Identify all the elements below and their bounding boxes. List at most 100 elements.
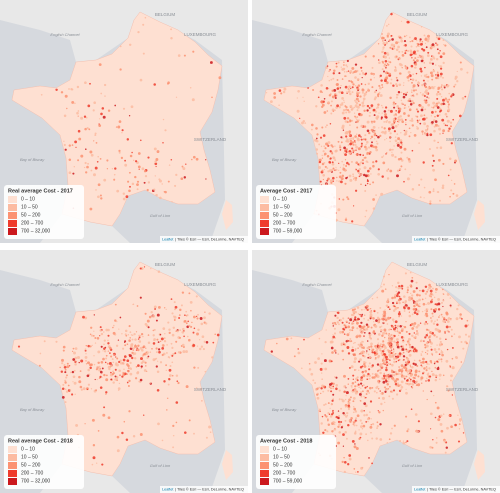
cost-dot xyxy=(97,195,100,199)
cost-dot xyxy=(453,333,456,335)
cost-dot xyxy=(429,302,431,305)
cost-dot xyxy=(173,315,175,317)
cost-dot xyxy=(85,344,88,347)
cost-dot xyxy=(449,195,451,198)
cost-dot xyxy=(98,118,101,120)
cost-dot xyxy=(325,87,329,90)
cost-dot xyxy=(442,98,445,102)
cost-dot xyxy=(343,456,345,459)
cost-dot xyxy=(419,289,421,292)
cost-dot xyxy=(407,341,410,345)
cost-dot xyxy=(142,335,144,338)
cost-dot xyxy=(187,335,189,338)
cost-dot xyxy=(345,64,348,67)
cost-dot xyxy=(377,43,380,45)
cost-dot xyxy=(387,333,389,335)
cost-dot xyxy=(417,375,420,378)
cost-dot xyxy=(387,32,390,36)
cost-dot xyxy=(351,387,353,389)
cost-dot xyxy=(345,106,348,109)
cost-dot xyxy=(126,138,130,141)
cost-dot xyxy=(459,61,462,64)
cost-dot xyxy=(360,138,363,141)
cost-dot xyxy=(360,136,362,138)
cost-dot xyxy=(350,160,353,163)
cost-dot xyxy=(186,314,189,317)
cost-dot xyxy=(323,359,327,363)
cost-dot xyxy=(333,327,336,330)
cost-dot xyxy=(137,364,140,367)
cost-dot xyxy=(459,420,461,423)
cost-dot xyxy=(364,55,367,58)
attribution-link[interactable]: Leaflet xyxy=(162,488,174,492)
cost-dot xyxy=(340,136,343,139)
cost-dot xyxy=(360,83,363,85)
cost-dot xyxy=(348,366,351,369)
cost-dot xyxy=(404,52,407,55)
cost-dot xyxy=(297,351,301,355)
cost-dot xyxy=(360,409,364,413)
attribution-link[interactable]: Leaflet xyxy=(414,238,426,242)
cost-dot xyxy=(323,111,327,114)
cost-dot xyxy=(376,316,380,320)
legend-label: 10 – 50 xyxy=(273,454,290,460)
cost-dot xyxy=(171,346,174,349)
cost-dot xyxy=(345,437,348,440)
cost-dot xyxy=(371,351,374,354)
cost-dot xyxy=(440,313,443,316)
cost-dot xyxy=(427,80,429,82)
cost-dot xyxy=(365,421,368,423)
cost-dot xyxy=(352,378,354,380)
cost-dot xyxy=(351,382,355,385)
cost-dot xyxy=(69,389,72,391)
attribution-link[interactable]: Leaflet xyxy=(414,488,426,492)
cost-dot xyxy=(86,374,90,378)
cost-dot xyxy=(164,307,166,309)
cost-dot xyxy=(372,207,376,210)
cost-dot xyxy=(353,176,356,179)
cost-dot xyxy=(177,381,180,385)
cost-dot xyxy=(132,349,135,351)
cost-dot xyxy=(167,81,170,84)
cost-dot xyxy=(404,49,407,52)
cost-dot xyxy=(135,349,138,351)
cost-dot xyxy=(349,119,352,122)
cost-dot xyxy=(395,393,399,396)
cost-dot xyxy=(338,162,340,165)
cost-dot xyxy=(400,143,404,146)
cost-dot xyxy=(416,39,418,42)
cost-dot xyxy=(396,133,399,135)
legend-label: 200 – 700 xyxy=(21,220,43,226)
cost-dot xyxy=(314,361,317,364)
cost-dot xyxy=(77,110,80,112)
cost-dot xyxy=(327,178,330,181)
cost-dot xyxy=(325,329,327,331)
cost-dot xyxy=(437,124,440,128)
cost-dot xyxy=(431,62,435,65)
cost-dot xyxy=(449,168,452,171)
cost-dot xyxy=(382,40,384,42)
cost-dot xyxy=(377,346,380,349)
cost-dot xyxy=(367,82,370,85)
cost-dot xyxy=(409,366,412,368)
cost-dot xyxy=(113,353,115,356)
cost-dot xyxy=(352,83,355,86)
cost-dot xyxy=(62,383,65,386)
cost-dot xyxy=(446,124,448,127)
cost-dot xyxy=(436,406,440,410)
cost-dot xyxy=(354,135,357,138)
cost-dot xyxy=(393,114,396,117)
cost-dot xyxy=(105,374,108,377)
cost-dot xyxy=(315,148,319,151)
cost-dot xyxy=(378,333,381,336)
cost-dot xyxy=(400,91,403,94)
attribution-link[interactable]: Leaflet xyxy=(162,238,174,242)
cost-dot xyxy=(433,139,436,142)
cost-dot xyxy=(62,349,65,352)
cost-dot xyxy=(404,132,408,136)
cost-dot xyxy=(159,361,163,364)
cost-dot xyxy=(366,418,370,421)
cost-dot xyxy=(366,147,368,149)
attribution-bg xyxy=(412,236,500,243)
cost-dot xyxy=(404,168,407,171)
